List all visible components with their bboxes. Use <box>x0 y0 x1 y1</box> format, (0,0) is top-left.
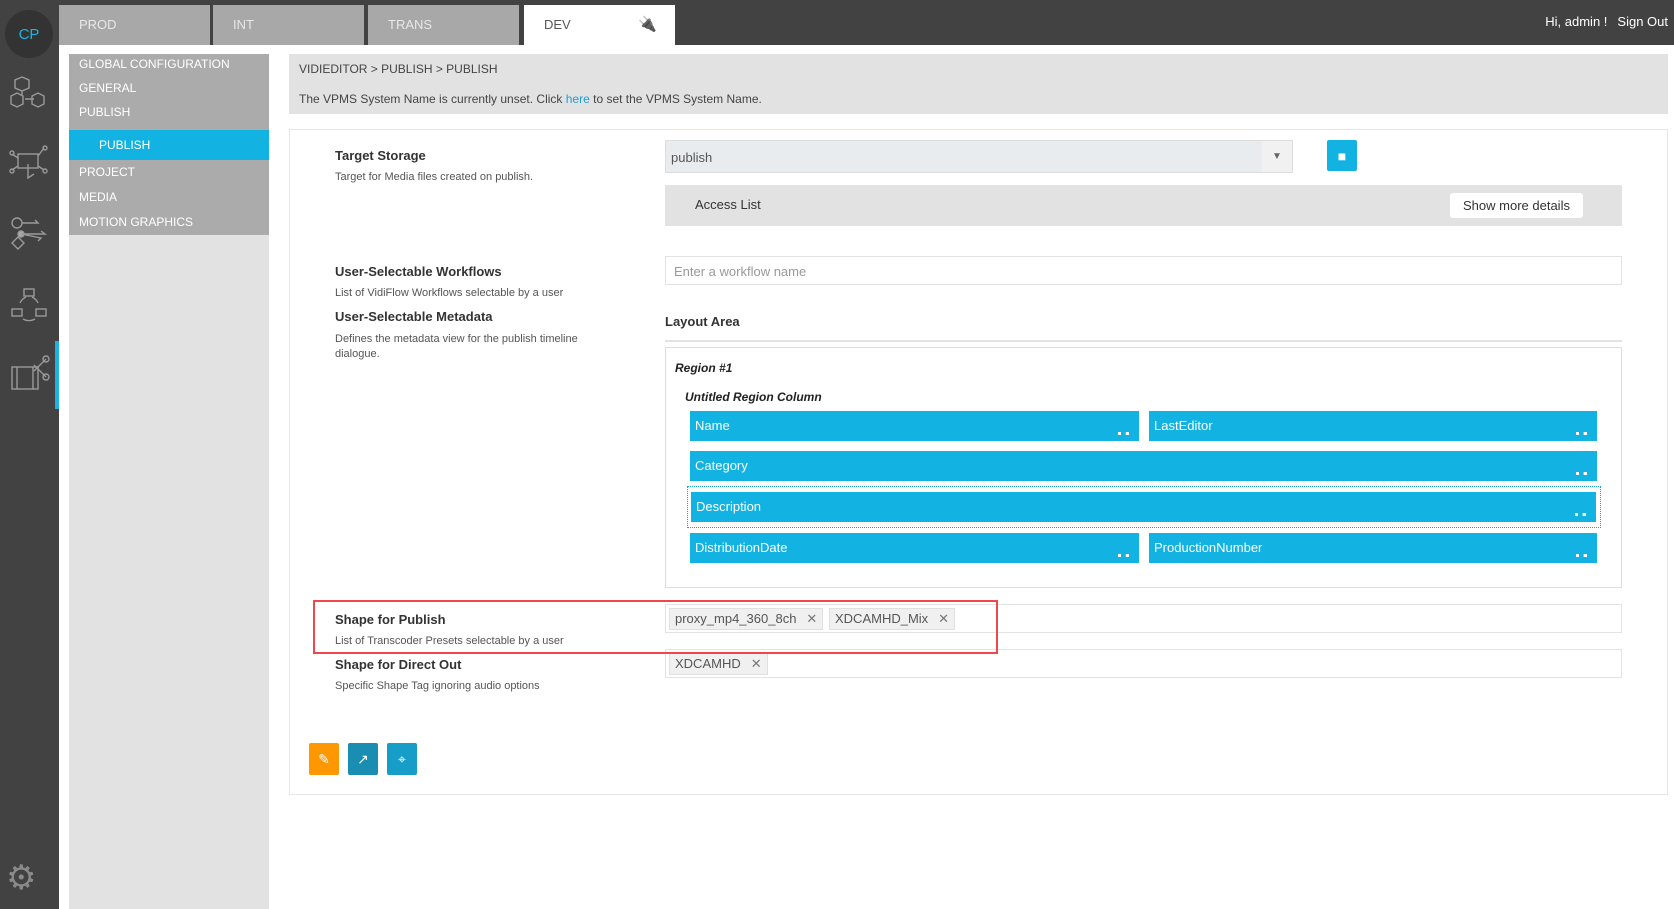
sidebar-item-publish[interactable]: PUBLISH <box>79 105 131 119</box>
greeting: Hi, admin ! <box>1545 14 1608 29</box>
sidebar-item-global-configuration[interactable]: GLOBAL CONFIGURATION <box>79 57 230 71</box>
close-icon[interactable]: ✕ <box>806 611 818 626</box>
browse-folder-button[interactable]: ■ <box>1327 140 1357 171</box>
shape-publish-label: Shape for Publish <box>335 612 446 627</box>
touch-network-icon[interactable] <box>8 142 50 184</box>
access-list-label: Access List <box>695 197 761 212</box>
field-label: DistributionDate <box>695 540 788 555</box>
notice-text: The VPMS System Name is currently unset.… <box>299 92 566 106</box>
workflow-icon[interactable] <box>8 213 50 255</box>
notice-text-end: to set the VPMS System Name. <box>589 92 762 106</box>
binoculars-icon: ⌖ <box>398 750 406 767</box>
breadcrumb: VIDIEDITOR > PUBLISH > PUBLISH <box>299 62 498 76</box>
field-label: ProductionNumber <box>1154 540 1263 555</box>
system-name-notice: The VPMS System Name is currently unset.… <box>299 92 762 106</box>
workflows-label: User-Selectable Workflows <box>335 264 502 279</box>
shape-direct-label: Shape for Direct Out <box>335 657 462 672</box>
folder-icon: ■ <box>1337 147 1347 164</box>
edit-icon: ✎ <box>318 750 330 767</box>
target-storage-select[interactable]: publish ▼ <box>665 140 1293 173</box>
field-label: Category <box>695 458 748 473</box>
field-label: LastEditor <box>1154 418 1213 433</box>
open-external-button[interactable]: ↗ <box>348 743 378 775</box>
metadata-field-distributiondate[interactable]: DistributionDate <box>690 533 1139 563</box>
tab-int[interactable]: INT <box>213 5 364 45</box>
more-icon[interactable] <box>1118 432 1129 435</box>
tag-chip: proxy_mp4_360_8ch ✕ <box>669 608 824 630</box>
tab-dev[interactable]: DEV 🔌 <box>524 5 675 45</box>
binoculars-button[interactable]: ⌖ <box>387 743 417 775</box>
target-storage-label: Target Storage <box>335 148 426 163</box>
selected-field-outline <box>687 486 1601 528</box>
app-rail: CP ⚙ <box>0 0 59 909</box>
more-icon[interactable] <box>1576 432 1587 435</box>
shape-publish-desc: List of Transcoder Presets selectable by… <box>335 635 564 647</box>
highlight-box <box>313 600 998 654</box>
tab-trans[interactable]: TRANS <box>368 5 519 45</box>
sidebar-menu: GLOBAL CONFIGURATION GENERAL PUBLISH PUB… <box>69 54 269 235</box>
app-logo[interactable]: CP <box>5 10 53 58</box>
plug-icon[interactable]: 🔌 <box>638 16 657 33</box>
region-title: Region #1 <box>675 361 733 375</box>
field-label: Name <box>695 418 730 433</box>
top-bar: PROD INT TRANS DEV 🔌 Hi, admin ! Sign Out <box>59 0 1674 45</box>
active-indicator <box>55 341 59 409</box>
cycle-icon[interactable] <box>8 283 50 325</box>
sign-out-link[interactable]: Sign Out <box>1617 14 1668 29</box>
open-external-icon: ↗ <box>357 750 369 767</box>
header-panel: VIDIEDITOR > PUBLISH > PUBLISH The VPMS … <box>289 54 1668 114</box>
workflow-input[interactable]: Enter a workflow name <box>665 256 1622 285</box>
shape-direct-desc: Specific Shape Tag ignoring audio option… <box>335 680 540 692</box>
close-icon[interactable]: ✕ <box>938 611 950 626</box>
tab-dev-label: DEV <box>544 17 571 32</box>
shape-publish-input[interactable]: proxy_mp4_360_8ch ✕ XDCAMHD_Mix ✕ <box>665 604 1622 633</box>
metadata-field-category[interactable]: Category <box>690 451 1597 481</box>
sidebar-item-media[interactable]: MEDIA <box>79 190 118 204</box>
metadata-field-description[interactable]: Description <box>691 492 1596 522</box>
video-edit-icon[interactable] <box>8 353 50 395</box>
region-box <box>665 347 1622 588</box>
target-storage-desc: Target for Media files created on publis… <box>335 171 534 183</box>
more-icon[interactable] <box>1576 472 1587 475</box>
divider <box>665 340 1622 342</box>
region-column-title: Untitled Region Column <box>685 390 822 404</box>
metadata-field-name[interactable]: Name <box>690 411 1139 441</box>
tag-label: XDCAMHD_Mix <box>835 611 929 626</box>
close-icon[interactable]: ✕ <box>750 656 762 671</box>
tab-prod[interactable]: PROD <box>59 5 210 45</box>
settings-gears-icon[interactable]: ⚙ <box>6 859 37 897</box>
user-area: Hi, admin ! Sign Out <box>1535 14 1668 29</box>
workflows-desc: List of VidiFlow Workflows selectable by… <box>335 287 564 299</box>
cubes-icon[interactable] <box>8 73 50 115</box>
edit-button[interactable]: ✎ <box>309 743 339 775</box>
section-sidebar: GLOBAL CONFIGURATION GENERAL PUBLISH PUB… <box>69 54 269 909</box>
access-list-bar: Access List Show more details <box>665 185 1622 226</box>
chevron-down-icon[interactable]: ▼ <box>1262 141 1292 172</box>
sidebar-subitem-publish[interactable]: PUBLISH <box>69 130 269 160</box>
tag-label: XDCAMHD <box>675 656 741 671</box>
more-icon[interactable] <box>1575 513 1586 516</box>
settings-panel <box>289 129 1668 795</box>
sidebar-item-motion-graphics[interactable]: MOTION GRAPHICS <box>79 215 194 229</box>
tag-chip: XDCAMHD_Mix ✕ <box>829 608 956 630</box>
sidebar-item-general[interactable]: GENERAL <box>79 81 137 95</box>
target-storage-value: publish <box>671 150 713 165</box>
metadata-field-productionnumber[interactable]: ProductionNumber <box>1149 533 1597 563</box>
metadata-desc: Defines the metadata view for the publis… <box>335 333 578 360</box>
more-icon[interactable] <box>1576 554 1587 557</box>
set-system-name-link[interactable]: here <box>565 92 590 106</box>
field-label: Description <box>696 499 762 514</box>
metadata-field-lasteditor[interactable]: LastEditor <box>1149 411 1597 441</box>
show-more-details-button[interactable]: Show more details <box>1450 193 1583 218</box>
tag-label: proxy_mp4_360_8ch <box>675 611 797 626</box>
tag-chip: XDCAMHD ✕ <box>669 653 768 675</box>
metadata-label: User-Selectable Metadata <box>335 309 493 324</box>
layout-area-label: Layout Area <box>665 314 740 329</box>
more-icon[interactable] <box>1118 554 1129 557</box>
sidebar-item-project[interactable]: PROJECT <box>79 165 136 179</box>
